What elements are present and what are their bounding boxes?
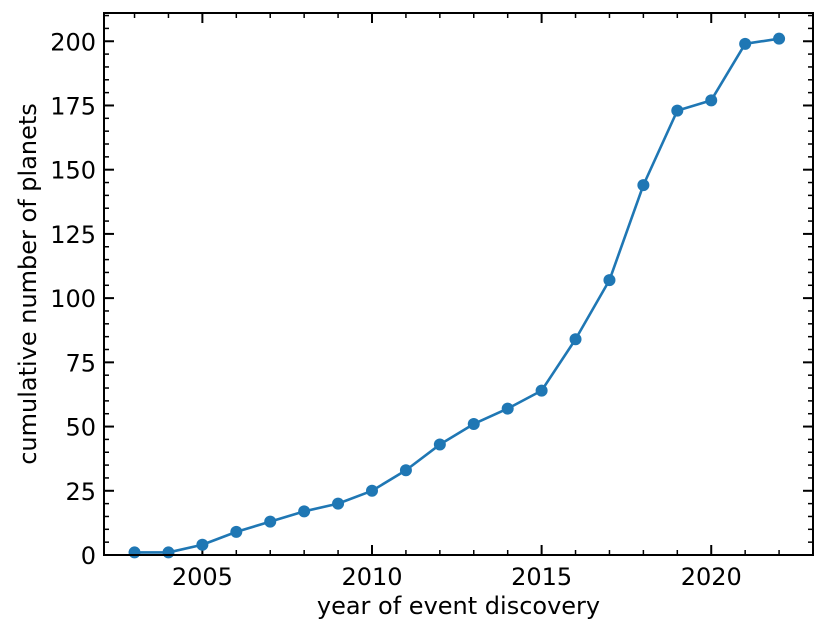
data-point <box>230 525 243 538</box>
y-tick-label: 75 <box>65 349 96 377</box>
x-tick-label: 2005 <box>172 563 233 591</box>
data-point <box>569 333 582 346</box>
data-point <box>162 546 175 559</box>
tick-labels: 2005 2010 2015 2020 0 25 50 75 100 125 150 175 200 <box>50 28 742 591</box>
series-line <box>134 37 780 554</box>
data-point <box>128 546 141 559</box>
x-tick-label: 2015 <box>511 563 572 591</box>
data-point <box>501 402 514 415</box>
y-tick-label: 25 <box>65 478 96 506</box>
data-point <box>637 179 650 192</box>
data-point <box>739 37 752 50</box>
data-point <box>298 505 311 518</box>
data-point <box>773 32 786 45</box>
data-point <box>603 274 616 287</box>
y-tick-label: 175 <box>50 92 96 120</box>
x-tick-label: 2010 <box>341 563 402 591</box>
minor-ticks <box>104 13 814 555</box>
data-point <box>399 464 412 477</box>
y-tick-label: 125 <box>50 221 96 249</box>
major-ticks <box>104 13 813 556</box>
data-point <box>196 538 209 551</box>
data-point <box>671 104 684 117</box>
data-point <box>365 484 378 497</box>
y-tick-label: 150 <box>50 157 96 185</box>
y-tick-label: 100 <box>50 285 96 313</box>
plot-frame <box>103 12 814 556</box>
y-axis-label: cumulative number of planets <box>14 103 42 465</box>
y-tick-label: 50 <box>65 414 96 442</box>
y-tick-label: 0 <box>81 542 96 570</box>
data-point <box>433 438 446 451</box>
data-point <box>332 497 345 510</box>
data-point <box>705 94 718 107</box>
series-layer <box>128 32 786 559</box>
data-point <box>264 515 277 528</box>
x-tick-label: 2020 <box>681 563 742 591</box>
x-axis-label: year of event discovery <box>317 592 600 620</box>
data-point <box>535 384 548 397</box>
data-point <box>467 417 480 430</box>
y-tick-label: 200 <box>50 28 96 56</box>
